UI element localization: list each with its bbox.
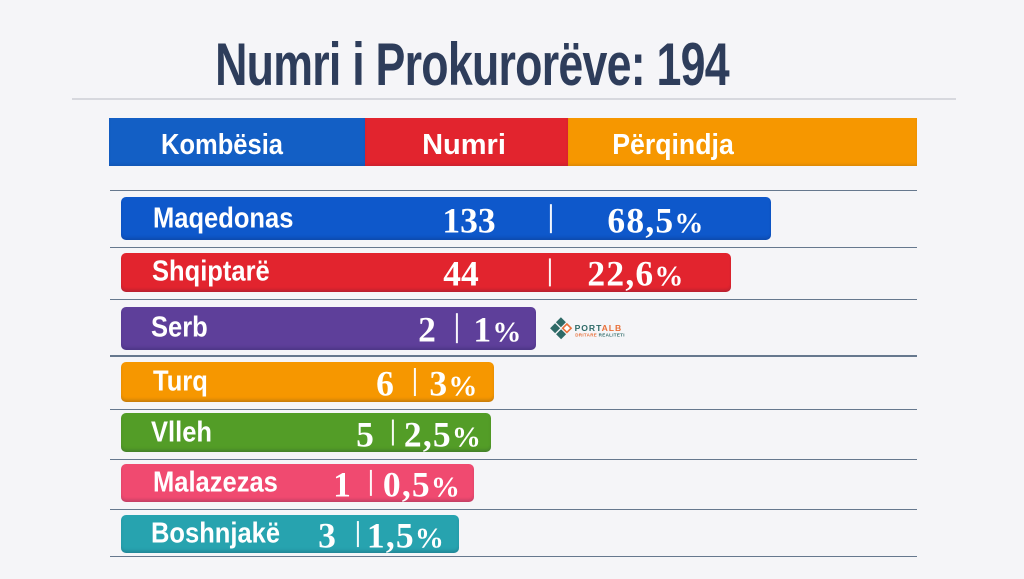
svg-text:DRITARE REALITETI: DRITARE REALITETI: [575, 332, 625, 337]
svg-text:PORTALB: PORTALB: [575, 323, 623, 333]
